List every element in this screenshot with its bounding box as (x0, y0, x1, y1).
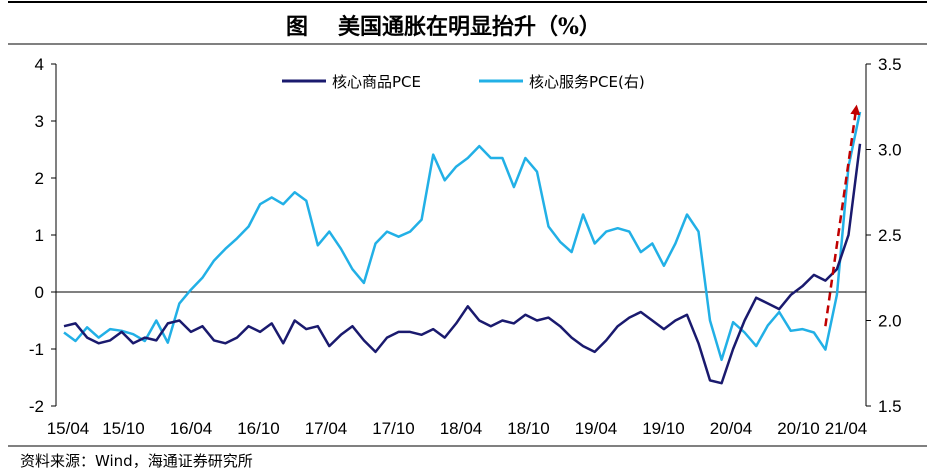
left-tick-label: 1 (35, 226, 44, 245)
x-tick-label: 20/04 (710, 419, 753, 438)
x-tick-label: 18/10 (507, 419, 550, 438)
x-tick-label: 19/10 (642, 419, 685, 438)
left-tick-label: 2 (35, 169, 44, 188)
x-tick-label: 19/04 (575, 419, 618, 438)
left-tick-label: -2 (29, 397, 44, 416)
left-tick-label: 0 (35, 283, 44, 302)
x-axis-ticks: 15/04 15/10 16/04 16/10 17/04 17/10 18/04 18/10… (47, 419, 868, 438)
x-tick-label: 16/10 (237, 419, 280, 438)
figure-label: 图 (286, 14, 308, 40)
trend-arrow-annotation (824, 104, 861, 327)
right-tick-label: 3.0 (878, 141, 902, 160)
x-tick-label: 17/10 (372, 419, 415, 438)
right-tick-label: 2.5 (878, 226, 902, 245)
left-tick-label: 4 (35, 55, 44, 74)
left-tick-label: -1 (29, 340, 44, 359)
x-tick-label: 16/04 (170, 419, 213, 438)
chart-title: 美国通胀在明显抬升（%） (338, 14, 601, 40)
x-tick-label: 15/04 (47, 419, 90, 438)
x-tick-label: 15/10 (102, 419, 145, 438)
x-tick-label: 20/10 (777, 419, 820, 438)
right-tick-label: 3.5 (878, 55, 902, 74)
left-tick-label: 3 (35, 112, 44, 131)
right-axis-ticks: 3.5 3.0 2.5 2.0 1.5 (866, 55, 902, 416)
source-note: 资料来源：Wind，海通证券研究所 (20, 452, 253, 470)
series-line-services (63, 111, 862, 362)
legend: 核心商品PCE 核心服务PCE(右) (282, 73, 645, 91)
legend-label-services: 核心服务PCE(右) (529, 73, 645, 91)
right-tick-label: 2.0 (878, 312, 902, 331)
right-tick-label: 1.5 (878, 397, 902, 416)
x-tick-label: 21/04 (825, 419, 868, 438)
legend-label-goods: 核心商品PCE (332, 73, 421, 91)
x-tick-label: 17/04 (305, 419, 348, 438)
series-line-goods (63, 143, 862, 385)
x-tick-label: 18/04 (440, 419, 483, 438)
left-axis-ticks: 4 3 2 1 0 -1 -2 (29, 55, 56, 416)
